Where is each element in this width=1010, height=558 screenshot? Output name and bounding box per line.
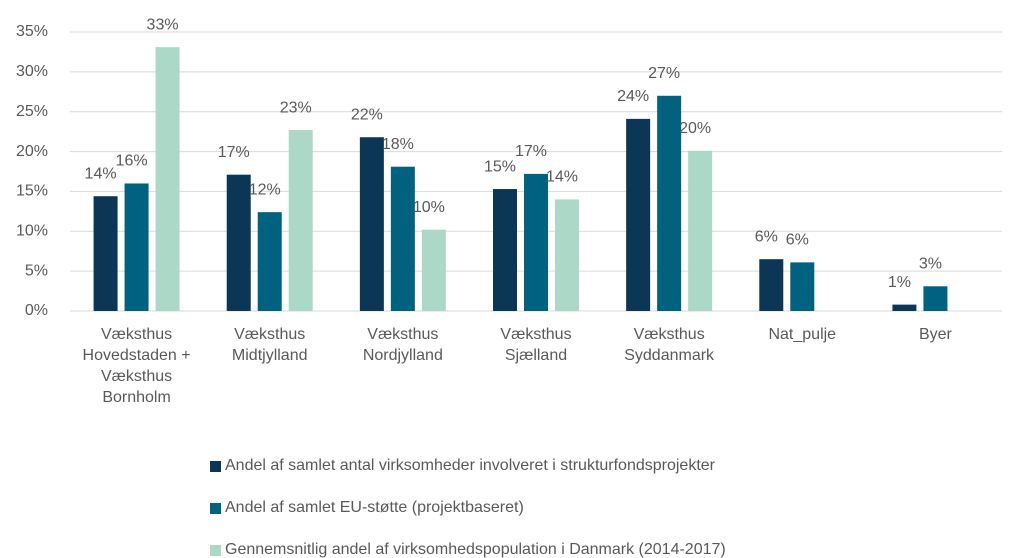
bar — [226, 174, 251, 311]
y-tick-label: 35% — [16, 23, 48, 40]
data-label: 22% — [351, 106, 383, 123]
data-label: 10% — [413, 199, 445, 216]
data-label: 17% — [515, 143, 547, 160]
data-label: 18% — [382, 136, 414, 153]
x-tick-label: Væksthus Syddanmark — [624, 326, 715, 364]
data-label: 12% — [249, 181, 281, 198]
legend-label: Andel af samlet antal virksomheder invol… — [225, 457, 715, 474]
x-tick-label: Væksthus Midtjylland — [231, 326, 308, 364]
bar — [688, 150, 713, 311]
legend-label: Andel af samlet EU-støtte (projektbasere… — [225, 499, 524, 516]
bar — [421, 229, 446, 311]
bar — [493, 189, 517, 311]
y-tick-label: 25% — [16, 103, 48, 120]
data-label: 1% — [888, 274, 911, 291]
data-label: 14% — [85, 165, 117, 182]
bar — [359, 137, 384, 311]
data-label: 24% — [617, 88, 649, 105]
data-label: 6% — [755, 228, 778, 245]
bar — [93, 196, 118, 311]
x-tick-label: Væksthus Hovedstaden + Væksthus Bornholm — [82, 326, 191, 406]
bar — [257, 212, 282, 311]
data-label: 20% — [679, 120, 711, 137]
bar — [759, 259, 784, 311]
bar — [390, 166, 415, 311]
data-label: 33% — [147, 16, 179, 33]
bar — [155, 47, 180, 311]
x-tick-label: Væksthus Nordjylland — [362, 326, 443, 364]
y-tick-label: 20% — [16, 143, 48, 160]
y-tick-label: 15% — [16, 183, 48, 200]
legend-swatch — [210, 502, 221, 514]
data-label: 27% — [648, 65, 680, 82]
legend-swatch — [210, 460, 221, 472]
data-label: 16% — [116, 153, 148, 170]
data-label: 6% — [786, 232, 809, 249]
legend-item: Gennemsnitlig andel af virksomhedspopula… — [210, 539, 726, 558]
data-label: 14% — [546, 169, 578, 186]
legend-swatch — [210, 544, 221, 556]
bar — [892, 304, 917, 311]
bar — [790, 262, 815, 311]
y-tick-label: 30% — [16, 63, 48, 80]
y-tick-label: 5% — [25, 262, 48, 279]
bar — [288, 130, 313, 311]
x-tick-label: Byer — [918, 326, 952, 343]
bar — [923, 286, 948, 311]
legend-item: Andel af samlet antal virksomheder invol… — [210, 455, 715, 477]
bar — [555, 199, 579, 311]
bar — [524, 173, 548, 311]
data-label: 17% — [218, 144, 250, 161]
data-label: 3% — [919, 256, 942, 273]
x-tick-label: Nat_pulje — [768, 326, 837, 343]
bar — [124, 183, 149, 311]
y-tick-label: 0% — [25, 302, 48, 319]
bar — [657, 95, 682, 312]
data-label: 15% — [484, 158, 516, 175]
bar — [626, 118, 651, 311]
legend-item: Andel af samlet EU-støtte (projektbasere… — [210, 497, 524, 519]
legend-label: Gennemsnitlig andel af virksomhedspopula… — [225, 541, 726, 558]
data-label: 23% — [280, 99, 312, 116]
x-tick-label: Væksthus Sjælland — [500, 326, 572, 364]
y-tick-label: 10% — [16, 223, 48, 240]
